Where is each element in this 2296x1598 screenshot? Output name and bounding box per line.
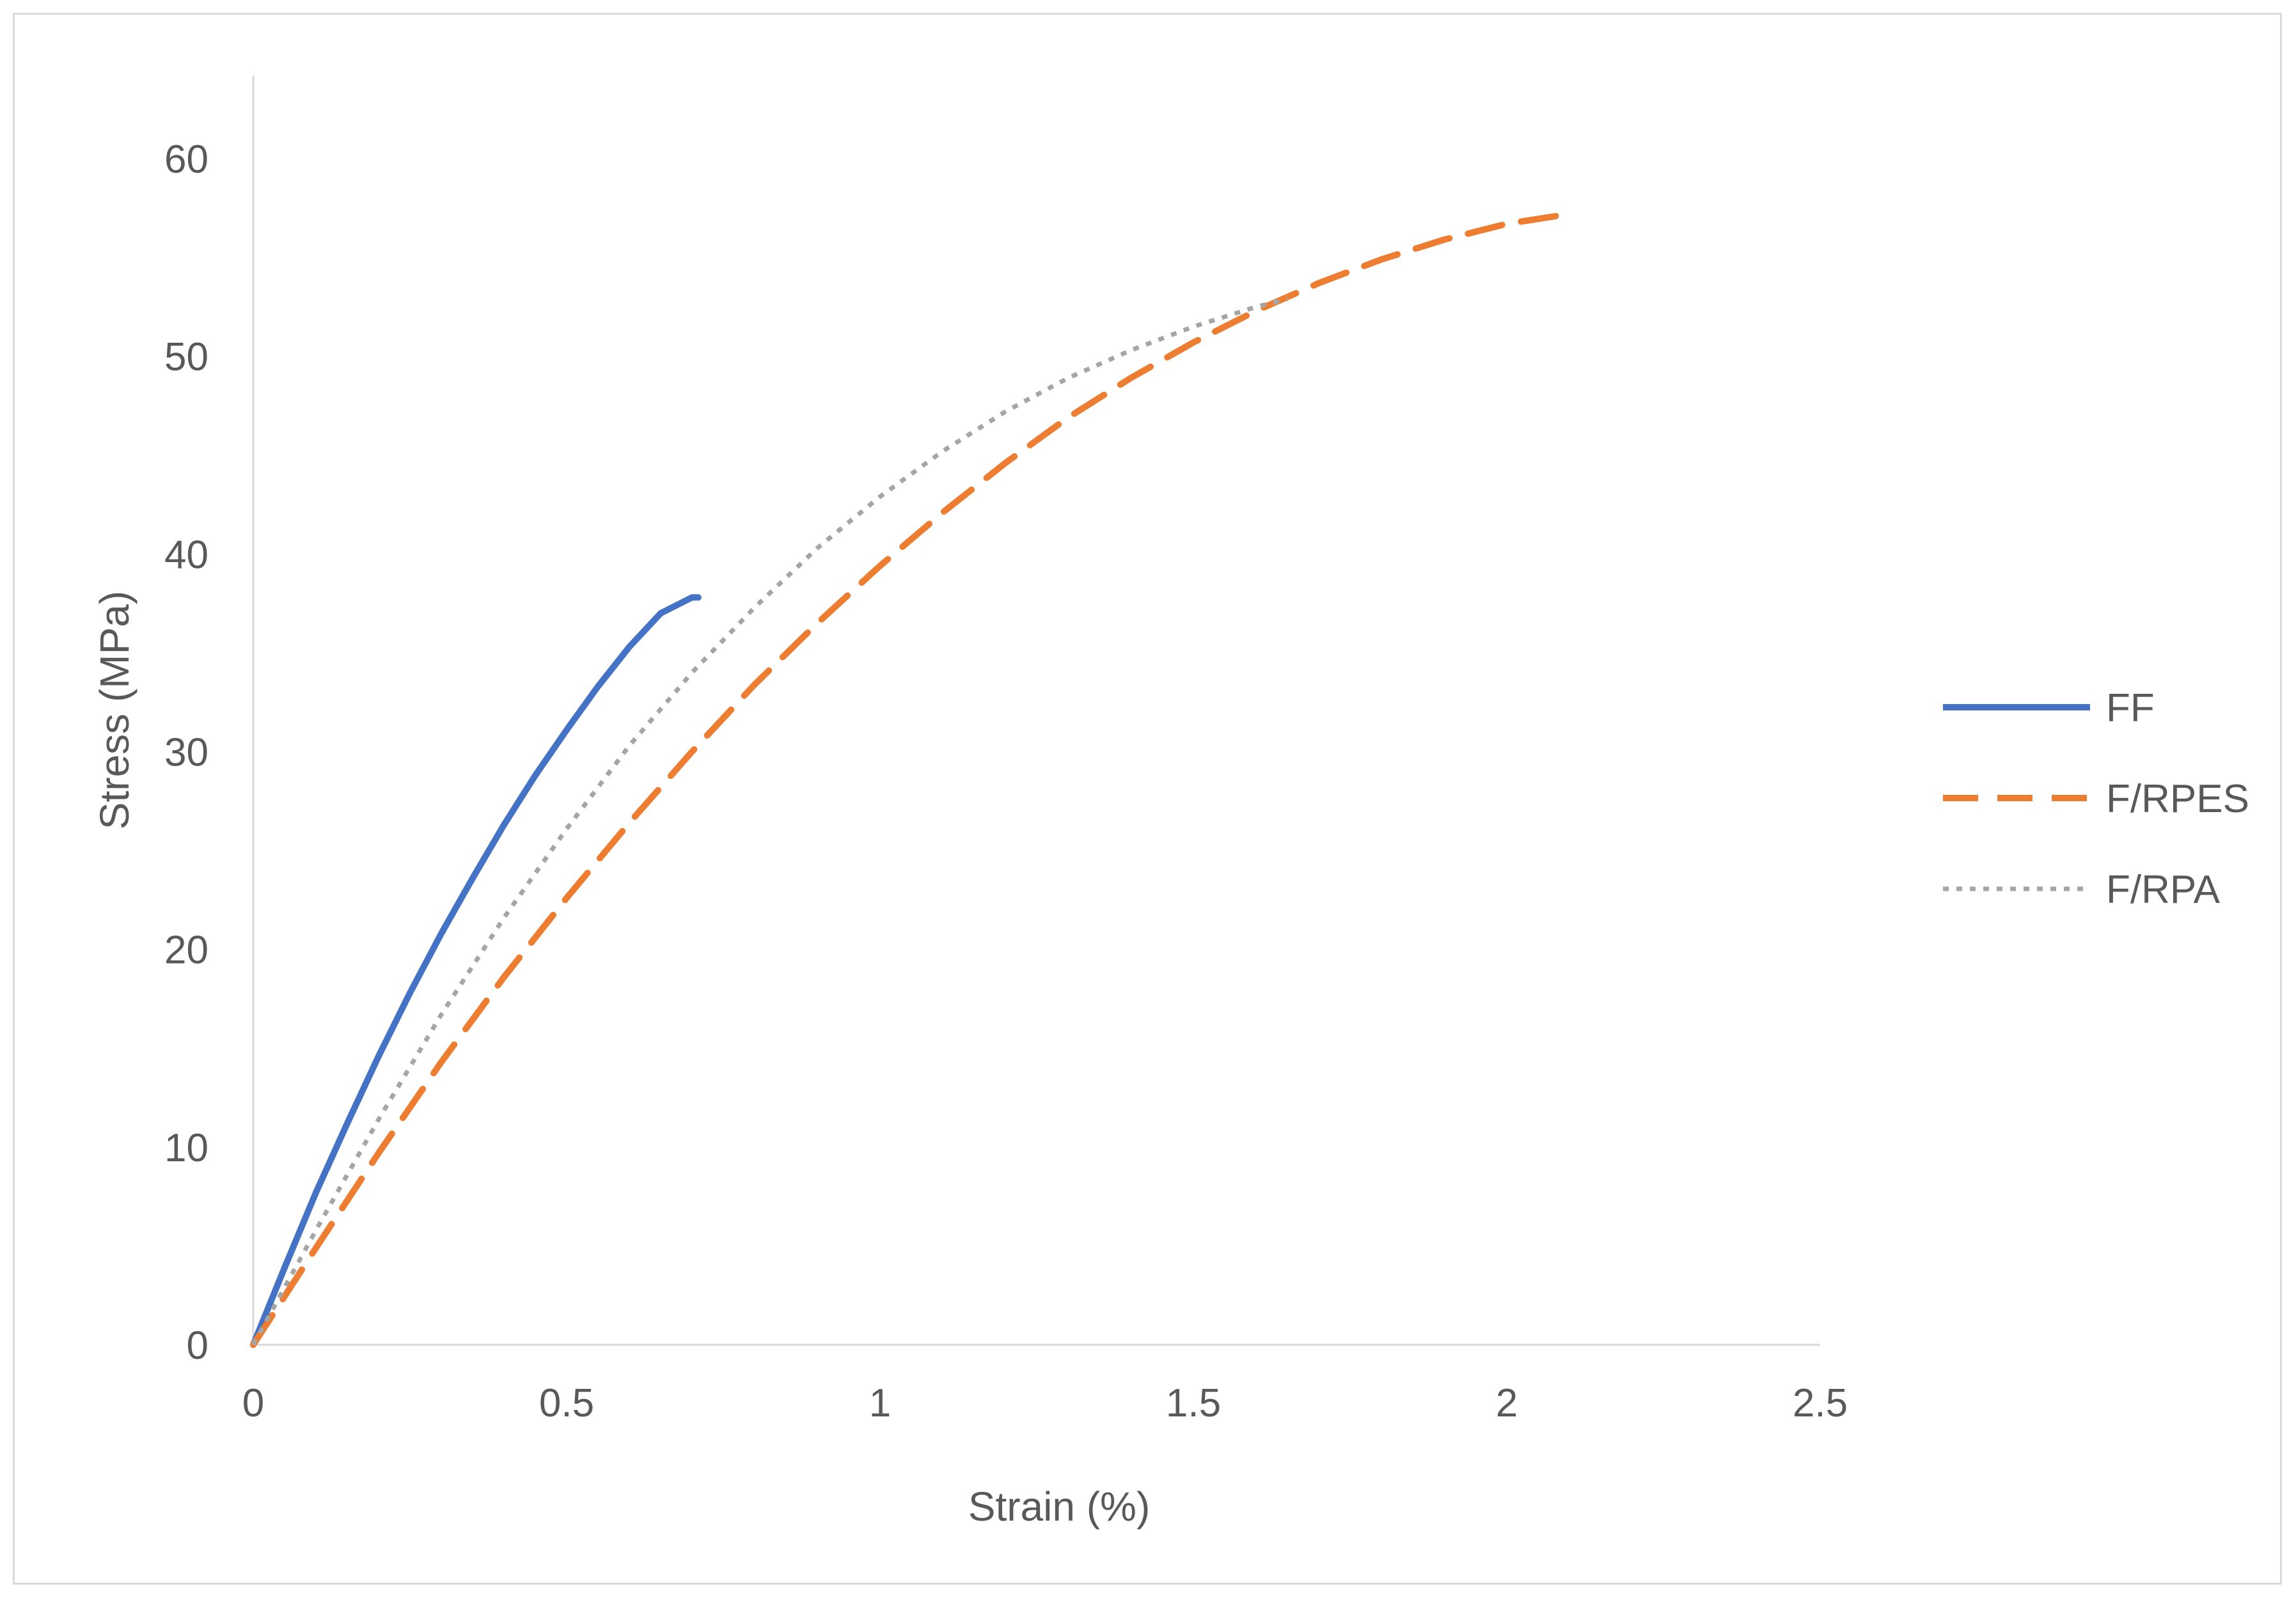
stress-strain-chart: 0 0.5 1 1.5 2 2.5 0 10 20 30 40 50 60 Strain (%) Str… [91,75,2249,1530]
y-tick-label: 10 [164,1126,208,1170]
x-tick-label: 2 [1496,1381,1518,1425]
y-tick-label: 50 [164,335,208,379]
legend-label: F/RPES [2106,777,2249,821]
x-tick-label: 0 [242,1381,264,1425]
series-line-f-rpes [250,210,1573,1348]
chart-frame: 0 0.5 1 1.5 2 2.5 0 10 20 30 40 50 60 Strain (%) Str… [13,13,2282,1585]
x-tick-label: 1 [869,1381,891,1425]
x-axis-title: Strain (%) [968,1484,1151,1530]
legend-label: FF [2106,686,2155,730]
axes [252,75,1820,1346]
y-tick-label: 60 [164,137,208,182]
y-tick-label: 40 [164,533,208,577]
series-line-f-rpa [251,297,1288,1346]
y-axis-title: Stress (MPa) [91,591,138,829]
x-tick-label: 2.5 [1793,1381,1848,1425]
x-tick-label: 0.5 [539,1381,594,1425]
y-tick-label: 20 [164,928,208,973]
legend: FF F/RPES F/RPA [1943,686,2249,912]
y-tick-label: 0 [187,1324,208,1368]
tick-labels: 0 0.5 1 1.5 2 2.5 0 10 20 30 40 50 60 [164,137,1848,1425]
y-tick-label: 30 [164,731,208,775]
series-lines [250,210,1573,1348]
x-tick-label: 1.5 [1166,1381,1221,1425]
legend-label: F/RPA [2106,868,2221,912]
series-line-ff [250,594,702,1348]
